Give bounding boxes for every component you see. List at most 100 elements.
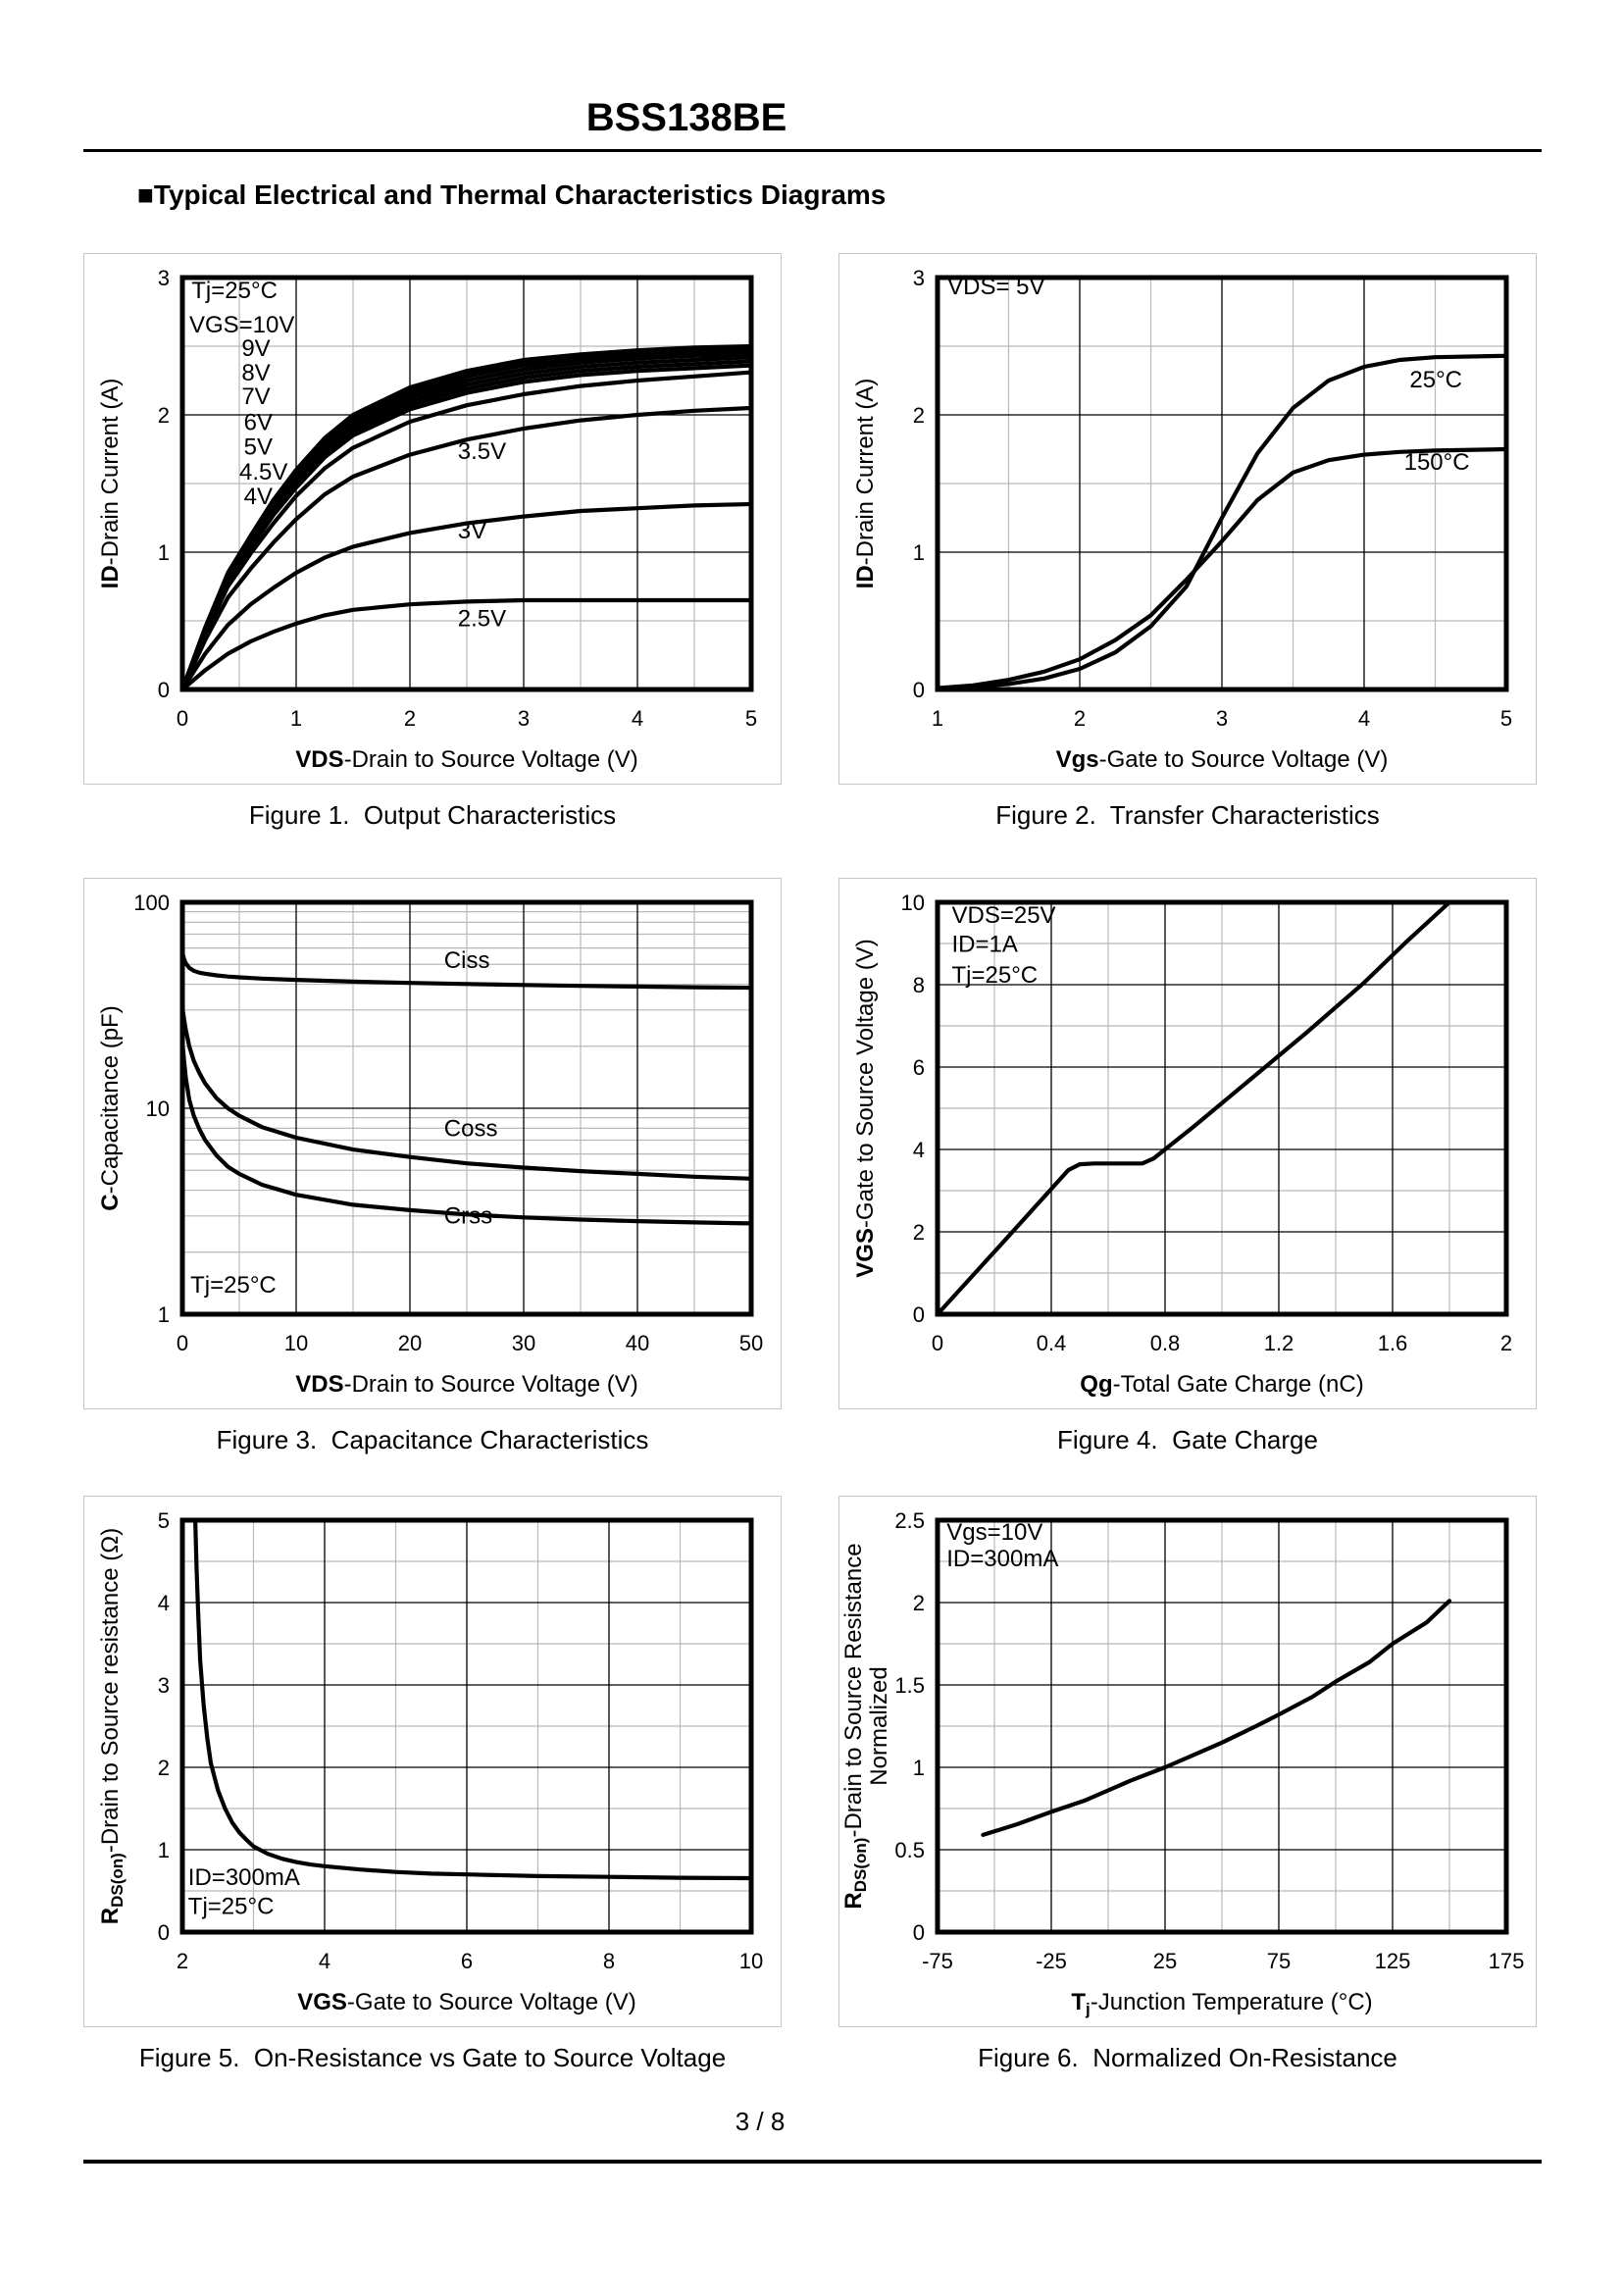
- series-Ciss: [179, 950, 754, 991]
- svg-text:2: 2: [913, 1220, 925, 1245]
- footer-rule: [83, 2160, 1542, 2164]
- svg-text:10: 10: [284, 1331, 308, 1355]
- annotation-label: Tj=25°C: [952, 962, 1039, 989]
- chart-background: [84, 254, 781, 784]
- figure-6-caption: Figure 6. Normalized On-Resistance: [978, 2043, 1397, 2072]
- svg-text:0: 0: [158, 678, 170, 702]
- svg-text:0.8: 0.8: [1150, 1331, 1181, 1355]
- annotation-label: 25°C: [1409, 367, 1462, 393]
- page-number: 3 / 8: [735, 2107, 786, 2136]
- svg-text:3: 3: [913, 266, 925, 290]
- svg-text:1: 1: [158, 540, 170, 565]
- annotation-label: Coss: [444, 1116, 498, 1143]
- series-normalized-rds-on: [981, 1599, 1452, 1837]
- figure-5-chart-canvas: ID=300mA Tj=25°C 2 4 6 8 10 0 1 2 3 4 5 VGS-Gate to S…: [84, 1497, 781, 2026]
- annotation-label: 8V: [241, 360, 270, 386]
- svg-text:4: 4: [1358, 706, 1370, 731]
- svg-text:2: 2: [158, 1756, 170, 1780]
- svg-text:40: 40: [626, 1331, 649, 1355]
- annotation-label: VDS=25V: [952, 902, 1056, 929]
- svg-text:1: 1: [932, 706, 943, 731]
- svg-text:8: 8: [913, 973, 925, 997]
- annotation-label: Tj=25°C: [188, 1894, 275, 1920]
- svg-text:1: 1: [913, 540, 925, 565]
- y-axis-title: VGS-Gate to Source Voltage (V): [852, 939, 879, 1278]
- x-axis-title: Vgs-Gate to Source Voltage (V): [1056, 746, 1389, 773]
- svg-text:50: 50: [739, 1331, 763, 1355]
- svg-text:100: 100: [133, 891, 170, 915]
- annotation-label: Ciss: [444, 947, 490, 974]
- tick-labels: -75 -25 25 75 125 175 0 0.5 1 1.5 2 2.5: [894, 1508, 1524, 1973]
- chart-background: [839, 1497, 1536, 2026]
- figure-2-transfer-characteristics: VDS= 5V 25°C 150°C 1 2 3 4 5 0 1 2 3 Vgs-Gate to Sou…: [838, 253, 1537, 831]
- svg-text:10: 10: [739, 1949, 763, 1973]
- series-Coss: [179, 1004, 754, 1181]
- figure-3-caption: Figure 3. Capacitance Characteristics: [216, 1425, 649, 1454]
- plot-frame: [179, 899, 754, 1317]
- svg-text:2: 2: [913, 1591, 925, 1615]
- figure-1-output-characteristics: Tj=25°C VGS=10V 9V 8V 7V 6V 5V 4.5V 4V 3.5V 3V 2.5V…: [83, 253, 782, 831]
- y-axis-title: ID-Drain Current (A): [97, 379, 124, 589]
- grid-major: [938, 902, 1506, 1314]
- y-axis-title: C-Capacitance (pF): [97, 1005, 124, 1210]
- svg-text:10: 10: [146, 1096, 170, 1121]
- svg-text:2: 2: [177, 1949, 188, 1973]
- figure-3-chart-box: Ciss Coss Crss Tj=25°C 0 10 20 30 40 50 1 10 100 VDS-…: [83, 878, 782, 1409]
- grid-major: [182, 278, 751, 689]
- tick-labels: 0 0.4 0.8 1.2 1.6 2 0 2 4 6 8 10: [901, 891, 1513, 1355]
- tick-labels: 0 10 20 30 40 50 1 10 100: [133, 891, 763, 1355]
- y-axis-title: RDS(on)-Drain to Source ResistanceNormal…: [840, 1543, 892, 1909]
- annotation-label: Vgs=10V: [946, 1519, 1042, 1546]
- svg-text:5: 5: [745, 706, 757, 731]
- series-150C: [935, 446, 1509, 690]
- annotation-label: 9V: [241, 335, 270, 362]
- figure-2-caption: Figure 2. Transfer Characteristics: [995, 800, 1380, 830]
- svg-text:5: 5: [158, 1508, 170, 1533]
- svg-text:3: 3: [1216, 706, 1228, 731]
- plot-frame: [935, 899, 1509, 1317]
- svg-text:0: 0: [158, 1920, 170, 1945]
- y-axis-title: RDS(on)-Drain to Source resistance (Ω): [97, 1528, 127, 1924]
- series-VGS=3.5V: [179, 405, 754, 692]
- figure-6-chart-box: Vgs=10V ID=300mA -75 -25 25 75 125 175 0 0.5 1 1.5 2…: [838, 1496, 1537, 2027]
- svg-text:25: 25: [1153, 1949, 1177, 1973]
- annotation-label: Tj=25°C: [191, 278, 278, 304]
- svg-text:5: 5: [1500, 706, 1512, 731]
- svg-text:1: 1: [158, 1302, 170, 1327]
- plot-frame: [935, 275, 1509, 692]
- figure-5-on-resistance-vs-vgs: ID=300mA Tj=25°C 2 4 6 8 10 0 1 2 3 4 5 VGS-Gate to S…: [83, 1496, 782, 2073]
- svg-text:10: 10: [901, 891, 925, 915]
- series-VGS=2.5V: [179, 597, 754, 692]
- series-group: [193, 1517, 754, 1881]
- annotations: ID=300mA Tj=25°C: [188, 1864, 300, 1919]
- tick-labels: 0 1 2 3 4 5 0 1 2 3: [158, 266, 757, 731]
- annotation-label: 150°C: [1404, 449, 1470, 476]
- svg-text:1: 1: [158, 1838, 170, 1862]
- y-axis-title: ID-Drain Current (A): [852, 379, 879, 589]
- page-title: BSS138BE: [585, 96, 787, 139]
- figure-4-chart-box: VDS=25V ID=1A Tj=25°C 0 0.4 0.8 1.2 1.6 2 0 2 4 6 8 10…: [838, 878, 1537, 1409]
- series-VGS=4.5V: [179, 363, 754, 692]
- x-axis-title: VGS-Gate to Source Voltage (V): [297, 1989, 636, 2015]
- svg-text:1.2: 1.2: [1264, 1331, 1294, 1355]
- plot-frame: [179, 275, 754, 692]
- annotation-label: 3.5V: [458, 438, 506, 465]
- figure-4-caption: Figure 4. Gate Charge: [1057, 1425, 1318, 1454]
- annotation-label: 2.5V: [458, 606, 506, 633]
- svg-text:6: 6: [913, 1055, 925, 1080]
- annotation-label: 7V: [241, 383, 270, 410]
- grid-major: [182, 902, 751, 1314]
- chart-background: [84, 879, 781, 1408]
- chart-background: [839, 879, 1536, 1408]
- svg-text:0: 0: [177, 1331, 188, 1355]
- svg-text:2: 2: [1500, 1331, 1512, 1355]
- svg-text:3: 3: [158, 1673, 170, 1698]
- figure-3-capacitance-characteristics: Ciss Coss Crss Tj=25°C 0 10 20 30 40 50 1 10 100 VDS-…: [83, 878, 782, 1455]
- svg-text:4: 4: [632, 706, 643, 731]
